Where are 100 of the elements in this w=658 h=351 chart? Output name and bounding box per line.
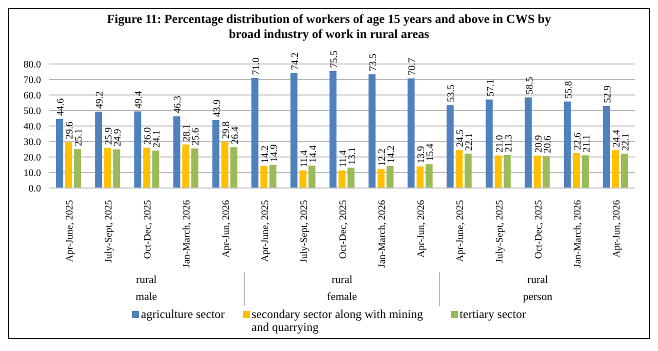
bar: [143, 148, 150, 188]
x-tick-label: Apr-Jun, 2026: [220, 200, 232, 258]
data-label: 24.1: [152, 130, 163, 148]
bar: [104, 148, 112, 188]
data-label: 28.1: [182, 124, 193, 142]
data-label: 25.1: [74, 128, 85, 146]
text: female: [326, 290, 358, 305]
legend-label: tertiary sector: [460, 307, 526, 321]
bar: [348, 168, 354, 188]
bar: [602, 106, 610, 188]
bar: [173, 116, 180, 188]
bar: [260, 166, 268, 188]
legend-label: agriculture sector: [141, 307, 225, 321]
data-label: 26.4: [230, 126, 241, 144]
bar: [56, 118, 64, 188]
bar: [386, 166, 394, 188]
bar: [524, 97, 532, 188]
x-tick-label: Jan-March, 2026: [182, 200, 193, 268]
bar: [182, 144, 190, 188]
x-tick-label: Apr-Jun, 2026: [611, 200, 622, 258]
y-tick-label: 50.0: [24, 106, 41, 118]
y-tick-label: 30.0: [24, 137, 41, 148]
data-label: 55.8: [563, 81, 574, 99]
data-label: 73.5: [368, 54, 380, 72]
data-label: 13.1: [347, 147, 358, 165]
data-label: 20.6: [542, 136, 554, 154]
data-label: 22.1: [464, 133, 476, 151]
chart-title: Figure 11: Percentage distribution of workers of age 15 years and above in CWS by broad industry of work in rural areas: [106, 11, 552, 42]
text: person: [522, 290, 554, 305]
data-label: 49.2: [94, 91, 106, 109]
bar: [212, 120, 220, 188]
data-label: 13.9: [416, 146, 428, 164]
data-label: 25.9: [104, 127, 115, 145]
x-tick-label: Apr-June, 2025: [260, 200, 271, 262]
bar: [542, 156, 550, 188]
bar: [582, 155, 589, 188]
x-tick-label: July-Sept, 2025: [104, 200, 115, 263]
bar: [338, 170, 346, 188]
data-label: 21.3: [503, 134, 514, 152]
bar: [269, 164, 276, 188]
data-label: 22.1: [620, 133, 632, 151]
data-label: 11.4: [338, 150, 349, 168]
bar: [368, 74, 376, 188]
bar: [572, 152, 580, 188]
data-label: 70.7: [407, 58, 418, 76]
data-label: 21.0: [494, 134, 506, 152]
data-label: 53.5: [446, 84, 458, 102]
bar: [74, 149, 82, 188]
x-tick-label: Oct-Dec, 2025: [338, 200, 349, 259]
data-label: 24.4: [611, 130, 622, 148]
data-label: 14.2: [386, 145, 398, 163]
bar: [612, 150, 619, 188]
legend-label: secondary sector along with mining and quarrying: [252, 307, 424, 334]
data-label: 29.6: [64, 122, 76, 140]
bar: [534, 156, 541, 188]
bar: [494, 155, 502, 188]
y-tick-label: 40.0: [24, 122, 41, 133]
x-tick-label: July-Sept, 2025: [494, 200, 506, 263]
data-label: 14.2: [260, 145, 271, 163]
data-label: 12.2: [377, 148, 388, 166]
x-tick-label: Apr-Jun, 2026: [416, 200, 428, 258]
bar: [330, 70, 336, 188]
data-label: 24.9: [112, 128, 124, 146]
bar: [446, 105, 454, 188]
data-label: 14.9: [268, 144, 280, 162]
bar: [134, 111, 142, 188]
bar: [504, 154, 511, 188]
data-label: 14.4: [308, 145, 319, 163]
bar: [620, 154, 628, 188]
data-label: 46.3: [172, 96, 184, 114]
data-label: 75.5: [329, 50, 340, 68]
text: rural: [526, 273, 550, 288]
bar: [416, 166, 424, 188]
bar: [564, 102, 571, 188]
bar: [486, 99, 493, 188]
data-label: 25.6: [190, 128, 202, 146]
data-label: 49.4: [134, 90, 145, 108]
data-label: 15.4: [425, 144, 436, 162]
bar: [65, 142, 72, 188]
data-label: 24.5: [455, 130, 466, 148]
data-label: 22.6: [572, 132, 584, 150]
bar: [408, 78, 415, 188]
bar: [464, 154, 472, 188]
y-tick-label: 60.0: [24, 90, 41, 102]
data-label: 58.5: [524, 76, 536, 94]
x-tick-label: July-Sept, 2025: [298, 200, 310, 263]
bar: [95, 112, 102, 188]
data-label: 57.1: [485, 78, 496, 96]
bar: [378, 169, 385, 188]
data-label: 26.0: [142, 127, 154, 145]
data-label: 43.9: [212, 99, 223, 117]
y-tick-label: 20.0: [24, 152, 41, 164]
data-label: 21.1: [581, 134, 592, 152]
bar: [152, 150, 160, 188]
x-tick-label: Apr-June, 2025: [455, 200, 466, 262]
y-tick-label: 70.0: [24, 75, 41, 86]
data-label: 20.9: [533, 135, 544, 153]
data-label: 52.9: [602, 86, 614, 104]
bar: [221, 142, 228, 188]
bar: [251, 78, 258, 188]
